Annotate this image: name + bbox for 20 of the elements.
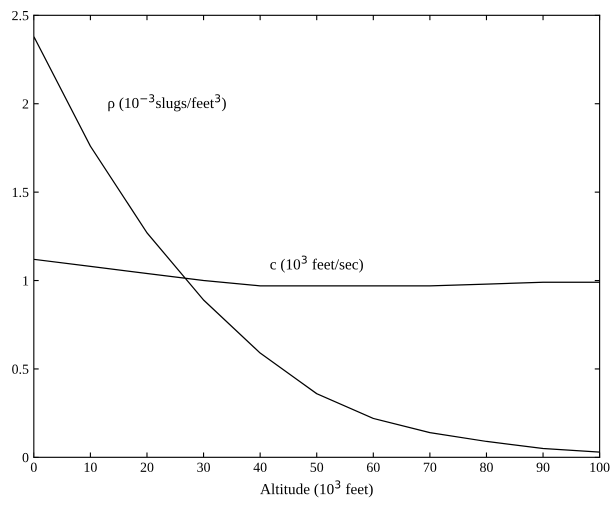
x-tick-label: 80 (480, 462, 493, 472)
x-tick-label: 20 (140, 462, 154, 472)
y-tick-label: 1 (23, 276, 28, 286)
y-tick-label: 1.5 (12, 188, 28, 198)
x-tick-label: 30 (197, 462, 210, 472)
series-label: c (10$^{3}$ feet/sec) (270, 256, 363, 273)
y-tick-label: 2 (22, 99, 28, 109)
x-tick-label: 50 (310, 462, 324, 472)
x-tick-label: 60 (366, 462, 380, 472)
y-tick-label: 0 (22, 452, 28, 462)
x-tick-label: 90 (536, 462, 550, 472)
y-tick-label: 2.5 (12, 10, 28, 20)
x-tick-label: 0 (30, 462, 37, 472)
x-axis-title: Altitude (10$^{3}$ feet) (260, 480, 373, 498)
x-tick-label: 100 (590, 462, 610, 472)
x-tick-label: 10 (84, 462, 97, 472)
x-tick-label: 70 (424, 462, 436, 472)
y-tick-label: 0.5 (12, 364, 28, 374)
text: ρ (10$^{−3}$slugs/feet$^{3}$) (108, 94, 226, 112)
x-tick-label: 40 (253, 462, 267, 472)
